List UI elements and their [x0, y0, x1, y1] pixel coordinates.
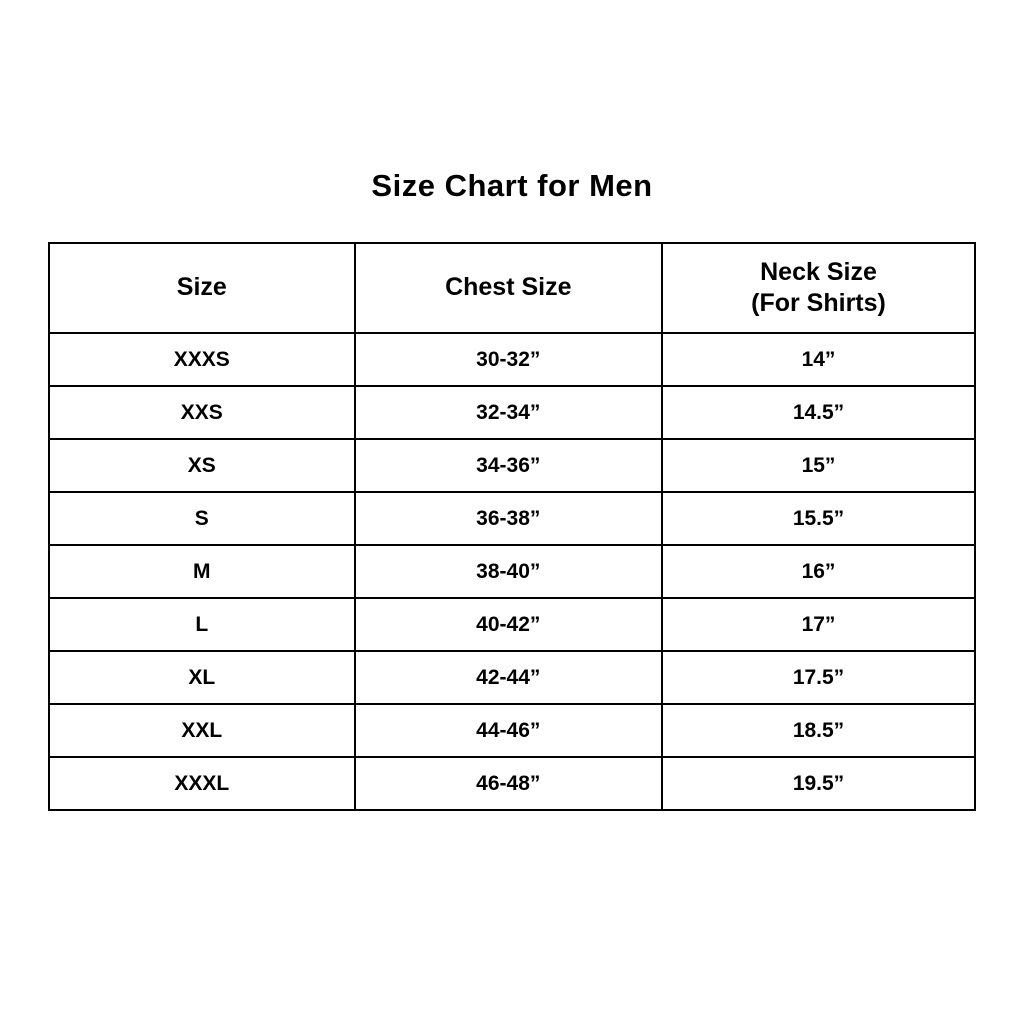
header-size: Size [48, 242, 356, 334]
page-title: Size Chart for Men [371, 168, 653, 203]
table-cell-size: S [48, 491, 356, 546]
table-cell-neck: 15.5” [661, 491, 976, 546]
table-header-row: Size Chest Size Neck Size (For Shirts) [48, 242, 976, 334]
table-cell-chest: 36-38” [353, 491, 664, 546]
table-cell-chest: 30-32” [353, 332, 664, 387]
table-cell-size: XXL [48, 703, 356, 758]
table-cell-chest: 42-44” [353, 650, 664, 705]
header-chest-size: Chest Size [353, 242, 664, 334]
table-row: XXS 32-34” 14.5” [48, 385, 976, 440]
table-row: XL 42-44” 17.5” [48, 650, 976, 705]
table-row: XS 34-36” 15” [48, 438, 976, 493]
table-cell-size: XL [48, 650, 356, 705]
size-chart-table: Size Chest Size Neck Size (For Shirts) X… [48, 242, 976, 811]
table-cell-neck: 18.5” [661, 703, 976, 758]
table-row: S 36-38” 15.5” [48, 491, 976, 546]
header-chest-size-label: Chest Size [445, 273, 572, 302]
table-cell-chest: 44-46” [353, 703, 664, 758]
table-cell-chest: 46-48” [353, 756, 664, 811]
header-neck-size-label: Neck Size [760, 257, 877, 286]
table-cell-neck: 17” [661, 597, 976, 652]
table-cell-size: XXXS [48, 332, 356, 387]
table-body: XXXS 30-32” 14” XXS 32-34” 14.5” XS 34-36” 15” S 3… [48, 332, 976, 811]
table-cell-size: XXXL [48, 756, 356, 811]
table-cell-size: XXS [48, 385, 356, 440]
table-cell-neck: 14” [661, 332, 976, 387]
header-neck-size: Neck Size (For Shirts) [661, 242, 976, 334]
header-neck-size-sublabel: (For Shirts) [751, 289, 886, 317]
table-row: M 38-40” 16” [48, 544, 976, 599]
table-row: XXL 44-46” 18.5” [48, 703, 976, 758]
table-cell-chest: 32-34” [353, 385, 664, 440]
table-cell-chest: 34-36” [353, 438, 664, 493]
table-cell-size: XS [48, 438, 356, 493]
table-cell-neck: 15” [661, 438, 976, 493]
header-size-label: Size [176, 273, 227, 302]
table-cell-size: L [48, 597, 356, 652]
table-cell-chest: 38-40” [353, 544, 664, 599]
table-row: XXXL 46-48” 19.5” [48, 756, 976, 811]
table-cell-neck: 19.5” [661, 756, 976, 811]
table-cell-neck: 16” [661, 544, 976, 599]
table-cell-size: M [48, 544, 356, 599]
table-cell-chest: 40-42” [353, 597, 664, 652]
table-row: L 40-42” 17” [48, 597, 976, 652]
table-cell-neck: 17.5” [661, 650, 976, 705]
table-cell-neck: 14.5” [661, 385, 976, 440]
table-row: XXXS 30-32” 14” [48, 332, 976, 387]
